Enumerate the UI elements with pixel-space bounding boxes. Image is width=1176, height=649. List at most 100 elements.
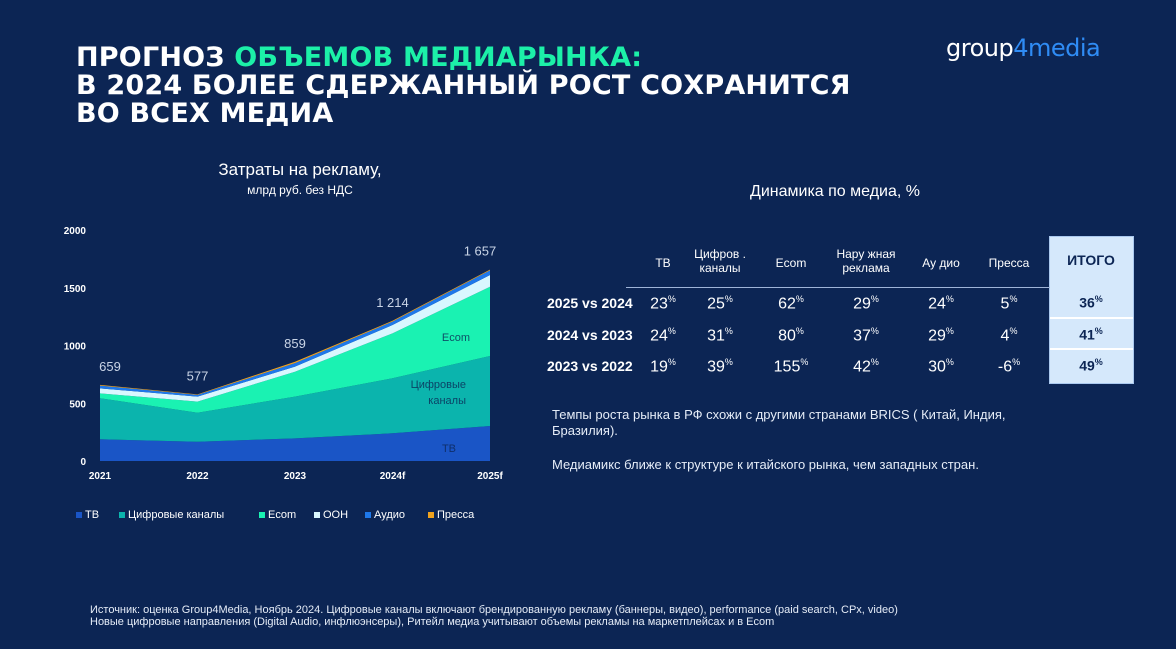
legend-item: Аудио bbox=[365, 509, 405, 521]
column-header: Нару жная реклама bbox=[836, 247, 896, 275]
cell-value: 30 bbox=[928, 358, 946, 376]
percent-sign: % bbox=[870, 357, 879, 367]
cell-value: 24 bbox=[650, 327, 668, 345]
percent-sign: % bbox=[667, 357, 676, 367]
total-data-label: 1 214 bbox=[376, 295, 409, 310]
table-cell: 4% bbox=[979, 326, 1039, 345]
cell-value: 19 bbox=[650, 358, 668, 376]
percent-sign: % bbox=[724, 357, 733, 367]
table-cell: 41% bbox=[1061, 326, 1121, 343]
cell-value: 29 bbox=[928, 327, 946, 345]
area-label-tv: ТВ bbox=[442, 443, 456, 455]
legend-swatch bbox=[119, 512, 125, 518]
cell-value: -6 bbox=[997, 358, 1013, 376]
y-tick-label: 2000 bbox=[64, 226, 87, 237]
legend-swatch bbox=[314, 512, 320, 518]
table-cell: 24% bbox=[633, 326, 693, 345]
title-part1: ПРОГНОЗ bbox=[76, 42, 235, 73]
cell-value: 155 bbox=[773, 358, 801, 376]
column-header: Цифров . каналы bbox=[694, 247, 746, 275]
legend-swatch bbox=[365, 512, 371, 518]
x-tick-label: 2021 bbox=[89, 471, 112, 482]
x-tick-label: 2025f bbox=[477, 471, 503, 482]
x-tick-label: 2023 bbox=[284, 471, 307, 482]
title-line3: ВО ВСЕХ МЕДИА bbox=[76, 98, 334, 129]
cell-value: 41 bbox=[1079, 326, 1095, 343]
chart-subtitle: млрд руб. без НДС bbox=[247, 183, 353, 197]
area-series-1 bbox=[100, 356, 490, 442]
cell-value: 29 bbox=[853, 295, 871, 313]
area-series-0 bbox=[100, 426, 490, 461]
column-header: Ау дио bbox=[922, 256, 960, 270]
legend-label: Ecom bbox=[268, 509, 297, 521]
cell-value: 25 bbox=[707, 295, 725, 313]
legend-item: Пресса bbox=[428, 509, 474, 521]
y-tick-label: 1500 bbox=[64, 284, 87, 295]
table-cell: 62% bbox=[761, 294, 821, 313]
legend-item: ТВ bbox=[76, 509, 99, 521]
table-cell: 23% bbox=[633, 294, 693, 313]
cell-value: 49 bbox=[1079, 357, 1095, 374]
table-cell: 5% bbox=[979, 294, 1039, 313]
cell-value: 39 bbox=[707, 358, 725, 376]
table-cell: 24% bbox=[911, 294, 971, 313]
percent-sign: % bbox=[795, 294, 804, 304]
area-label-digital_2: каналы bbox=[428, 395, 466, 407]
table-cell: 42% bbox=[836, 357, 896, 376]
area-chart: 0 500 1000 1500 2000 2021 2022 2023 2024f 2025f 65… bbox=[64, 226, 504, 482]
y-tick-label: 0 bbox=[80, 457, 86, 468]
cell-value: 36 bbox=[1079, 294, 1095, 311]
table-cell: -6% bbox=[979, 357, 1039, 376]
x-tick-label: 2024f bbox=[380, 471, 406, 482]
header-divider bbox=[626, 287, 1050, 288]
percent-sign: % bbox=[1009, 294, 1018, 304]
table-cell: 31% bbox=[690, 326, 750, 345]
title-highlight: ОБЪЕМОВ МЕДИАРЫНКА: bbox=[234, 42, 643, 73]
note-brics: Темпы роста рынка в РФ схожи с другими с… bbox=[552, 407, 1006, 438]
percent-sign: % bbox=[1012, 357, 1021, 367]
y-tick-label: 1000 bbox=[64, 342, 87, 353]
table-cell: 30% bbox=[911, 357, 971, 376]
logo: group4media bbox=[946, 34, 1101, 62]
table-title: Динамика по медиа, % bbox=[750, 183, 920, 200]
table-cell: 25% bbox=[690, 294, 750, 313]
total-data-label: 659 bbox=[99, 359, 121, 374]
x-tick-label: 2022 bbox=[186, 471, 209, 482]
table-cell: 29% bbox=[911, 326, 971, 345]
table-cell: 155% bbox=[761, 357, 821, 376]
total-data-label: 1 657 bbox=[464, 244, 497, 259]
column-header: ИТОГО bbox=[1067, 252, 1115, 268]
area-label-digital_1: Цифровые bbox=[411, 379, 466, 391]
table-cell: 19% bbox=[633, 357, 693, 376]
column-header: Ecom bbox=[775, 256, 807, 270]
title-line2: В 2024 БОЛЕЕ СДЕРЖАННЫЙ РОСТ СОХРАНИТСЯ bbox=[76, 70, 851, 101]
percent-sign: % bbox=[724, 326, 733, 336]
percent-sign: % bbox=[1094, 294, 1103, 304]
percent-sign: % bbox=[800, 357, 809, 367]
source-footnote: Источник: оценка Group4Media, Ноябрь 202… bbox=[90, 604, 1050, 628]
cell-value: 80 bbox=[778, 327, 796, 345]
chart-title: Затраты на рекламу, bbox=[218, 160, 382, 179]
legend-item: Ecom bbox=[259, 509, 296, 521]
percent-sign: % bbox=[667, 326, 676, 336]
cell-value: 42 bbox=[853, 358, 871, 376]
percent-sign: % bbox=[1094, 326, 1103, 336]
page-title: ПРОГНОЗ ОБЪЕМОВ МЕДИАРЫНКА: В 2024 БОЛЕЕ… bbox=[76, 44, 851, 128]
legend-label: Цифровые каналы bbox=[128, 509, 225, 521]
y-tick-label: 500 bbox=[69, 399, 86, 410]
legend-item: OOH bbox=[314, 509, 348, 521]
legend-label: OOH bbox=[323, 509, 349, 521]
cell-value: 23 bbox=[650, 295, 668, 313]
cell-value: 4 bbox=[1000, 327, 1010, 345]
legend-swatch bbox=[76, 512, 82, 518]
logo-4media: 4media bbox=[1013, 34, 1101, 62]
percent-sign: % bbox=[1094, 357, 1103, 367]
table-cell: 39% bbox=[690, 357, 750, 376]
cell-value: 31 bbox=[707, 327, 725, 345]
column-header: Пресса bbox=[988, 256, 1030, 270]
total-column-highlight bbox=[1049, 236, 1134, 384]
note-mediamix: Медиамикс ближе к структуре к итайского … bbox=[552, 457, 979, 472]
percent-sign: % bbox=[795, 326, 804, 336]
cell-value: 24 bbox=[928, 295, 946, 313]
total-data-label: 859 bbox=[284, 336, 306, 351]
